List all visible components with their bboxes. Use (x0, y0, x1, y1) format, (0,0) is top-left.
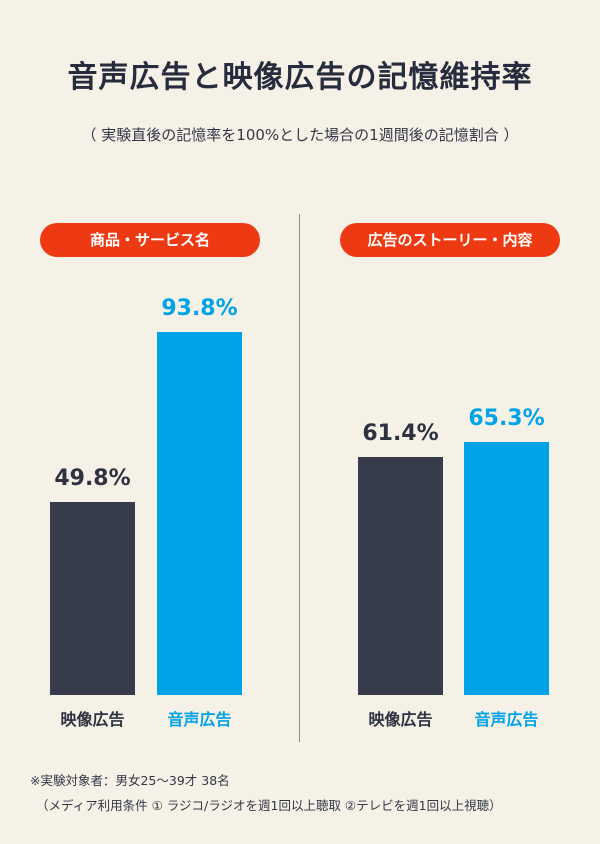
bar-product-audio (157, 332, 242, 695)
bar-story-audio (464, 442, 549, 695)
bar-story-video (358, 457, 443, 695)
page-subtitle: （ 実験直後の記憶率を100%とした場合の1週間後の記憶割合 ） (81, 126, 519, 144)
category-label-story-video: 映像広告 (368, 710, 433, 729)
chart-title-pill-product: 商品・サービス名 (40, 223, 260, 257)
category-label-product-audio: 音声広告 (167, 710, 232, 729)
value-label-product-audio: 93.8% (161, 296, 238, 321)
panel-divider (299, 214, 300, 742)
value-label-story-video: 61.4% (362, 421, 439, 446)
bar-product-video (50, 502, 135, 695)
page-title: 音声広告と映像広告の記憶維持率 (67, 60, 533, 95)
value-label-story-audio: 65.3% (468, 406, 545, 431)
category-label-story-audio: 音声広告 (474, 710, 539, 729)
chart-title-pill-story: 広告のストーリー・内容 (340, 223, 560, 257)
footnote-conditions: （メディア利用条件 ① ラジコ/ラジオを週1回以上聴取 ②テレビを週1回以上視聴… (36, 798, 502, 813)
footnote-subjects: ※実験対象者：男女25〜39才 38名 (30, 773, 230, 788)
value-label-product-video: 49.8% (54, 466, 131, 491)
category-label-product-video: 映像広告 (60, 710, 125, 729)
